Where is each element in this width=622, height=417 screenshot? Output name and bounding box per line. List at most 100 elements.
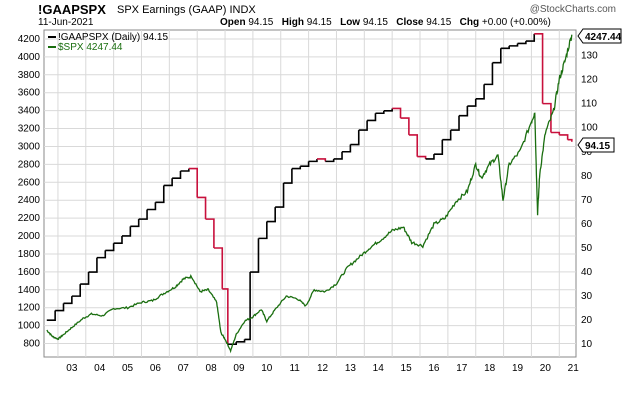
earnings-step (542, 102, 552, 133)
earnings-step (567, 138, 573, 142)
earnings-step (308, 158, 318, 163)
left-tick-label: 1000 (18, 321, 41, 332)
earnings-step (250, 238, 260, 273)
earnings-step (258, 221, 268, 240)
chg-value: +0.00 (+0.00%) (481, 17, 551, 28)
earnings-step (492, 48, 502, 64)
chart-subtitle: SPX Earnings (GAAP) INDX (117, 4, 256, 16)
earnings-step (188, 167, 198, 198)
earnings-step (417, 155, 427, 159)
earnings-step (433, 139, 444, 155)
x-axis: 03 04 05 06 07 08 09 10 11 12 13 14 15 16 17 18 19 20 21 (66, 363, 579, 374)
earnings-step (300, 161, 310, 167)
x-tick-label: 13 (345, 363, 357, 374)
earnings-step (275, 183, 285, 208)
x-tick-label: 18 (484, 363, 496, 374)
x-tick-label: 07 (178, 363, 190, 374)
close-label: Close (396, 17, 424, 28)
right-tick-label: 30 (581, 291, 593, 302)
spx-line (46, 34, 573, 354)
left-tick-label: 3200 (18, 124, 41, 135)
earnings-step (559, 134, 569, 140)
earnings-step (484, 62, 494, 86)
earnings-step (80, 272, 90, 285)
earnings-step (408, 134, 419, 157)
legend-primary: !GAAPSPX (Daily) 94.15 (58, 32, 168, 43)
left-tick-label: 800 (23, 339, 40, 350)
x-tick-label: 20 (540, 363, 552, 374)
earnings-step (55, 303, 65, 312)
earnings-step (213, 247, 224, 289)
earnings-step (442, 130, 452, 141)
x-tick-label: 15 (401, 363, 413, 374)
earnings-step (222, 288, 229, 345)
left-tick-label: 3800 (18, 70, 41, 81)
earnings-step (172, 171, 182, 180)
left-tick-label: 2600 (18, 177, 41, 188)
left-tick-label: 3400 (18, 106, 41, 117)
x-tick-label: 19 (512, 363, 524, 374)
earnings-step (550, 131, 561, 135)
left-tick-label: 2200 (18, 213, 41, 224)
earnings-step (113, 235, 123, 244)
spx-badge: 4247.44 (585, 32, 622, 43)
plot-frame (43, 29, 577, 358)
right-tick-label: 130 (581, 51, 598, 62)
right-tick-label: 80 (581, 171, 593, 182)
earnings-step (244, 272, 251, 341)
close-value: 94.15 (426, 17, 452, 28)
left-tick-label: 2800 (18, 159, 41, 170)
earnings-step (475, 84, 485, 100)
x-tick-label: 05 (122, 363, 134, 374)
right-tick-label: 10 (581, 339, 593, 350)
earn-badge: 94.15 (585, 141, 610, 152)
left-tick-label: 4000 (18, 52, 41, 63)
earnings-step (525, 33, 536, 42)
last-value-badges: 4247.44 94.15 (577, 28, 622, 153)
legend: !GAAPSPX (Daily) 94.15 $SPX 4247.44 (48, 32, 168, 53)
earnings-step (227, 341, 237, 346)
earnings-step (147, 202, 157, 211)
left-tick-label: 1600 (18, 267, 41, 278)
series-lines (46, 33, 573, 354)
earnings-step (383, 108, 393, 112)
open-value: 94.15 (248, 17, 274, 28)
chg-label: Chg (459, 17, 480, 28)
right-tick-label: 70 (581, 195, 593, 206)
x-tick-label: 08 (206, 363, 218, 374)
earnings-step (425, 154, 435, 160)
grid-lines (44, 30, 576, 357)
earnings-step (517, 41, 527, 45)
earnings-step (138, 209, 148, 220)
left-tick-label: 1200 (18, 303, 41, 314)
earnings-step (155, 185, 165, 204)
x-tick-label: 11 (289, 363, 300, 374)
right-tick-label: 20 (581, 315, 593, 326)
earnings-step (291, 166, 302, 170)
right-tick-label: 100 (581, 123, 598, 134)
x-tick-label: 12 (317, 363, 329, 374)
earnings-step (266, 207, 276, 223)
x-tick-label: 09 (233, 363, 245, 374)
x-tick-label: 03 (66, 363, 78, 374)
earnings-step (46, 310, 56, 321)
earnings-step (316, 158, 327, 162)
x-tick-label: 14 (373, 363, 385, 374)
chart-date: 11-Jun-2021 (38, 17, 94, 28)
low-value: 94.15 (362, 17, 388, 28)
right-tick-label: 120 (581, 75, 598, 86)
right-axis: 102030405060708090100110120130 (581, 51, 598, 351)
earnings-step (205, 218, 215, 248)
left-tick-label: 1800 (18, 249, 41, 260)
right-tick-label: 40 (581, 267, 593, 278)
earnings-step (105, 243, 115, 252)
ohlc-readout: Open 94.15 High 94.15 Low 94.15 Close 94… (220, 17, 551, 28)
earnings-step (180, 168, 190, 172)
earnings-step (63, 296, 73, 305)
left-tick-label: 2000 (18, 231, 41, 242)
x-tick-label: 21 (568, 363, 580, 374)
x-tick-label: 16 (428, 363, 440, 374)
left-tick-label: 3000 (18, 141, 41, 152)
earnings-step (358, 120, 368, 131)
